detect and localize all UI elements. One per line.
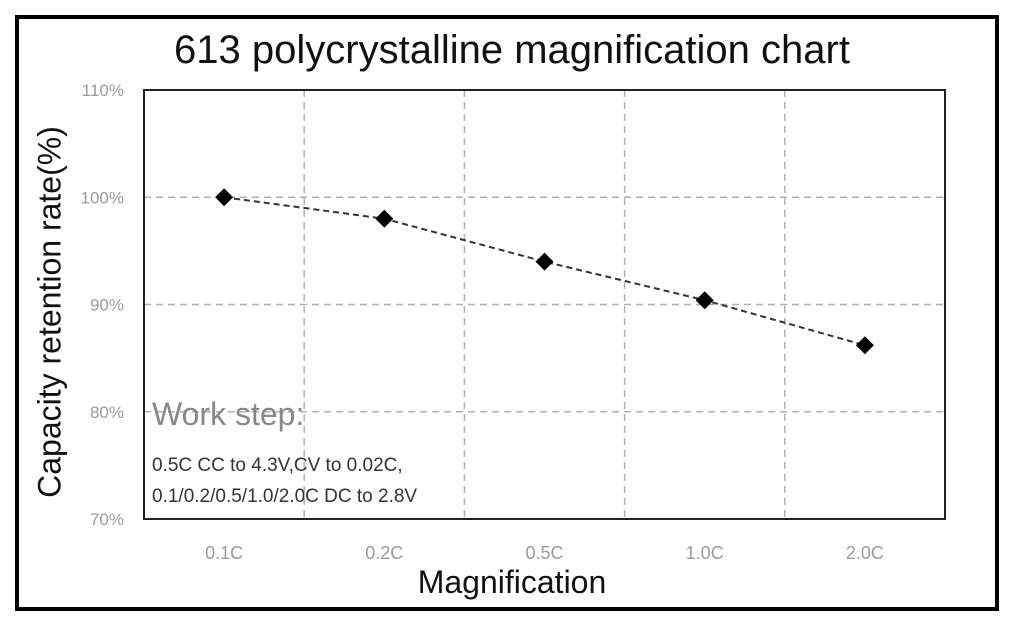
plot-border xyxy=(143,89,946,520)
y-tick-label: 90% xyxy=(90,296,124,315)
x-tick-label: 2.0C xyxy=(846,543,884,563)
data-point xyxy=(375,209,394,228)
x-tick-label: 0.2C xyxy=(365,543,403,563)
series-line xyxy=(223,196,866,347)
data-point xyxy=(535,252,554,271)
x-tick-label: 0.1C xyxy=(205,543,243,563)
annotation-heading: Work step: xyxy=(152,396,305,432)
data-point xyxy=(855,336,874,355)
data-point xyxy=(215,188,234,207)
annotation-line: 0.1/0.2/0.5/1.0/2.0C DC to 2.8V xyxy=(152,486,418,507)
y-tick-label: 100% xyxy=(81,188,124,207)
x-tick-label: 0.5C xyxy=(525,543,563,563)
chart-title: 613 polycrystalline magnification chart xyxy=(174,28,850,72)
annotation-line: 0.5C CC to 4.3V,CV to 0.02C, xyxy=(152,455,403,476)
x-axis-label: Magnification xyxy=(417,564,607,600)
y-axis-label: Capacity retention rate(%) xyxy=(31,126,68,498)
y-tick-label: 80% xyxy=(90,403,124,422)
y-tick-label: 70% xyxy=(90,510,124,529)
x-tick-label: 1.0C xyxy=(686,543,724,563)
chart-frame xyxy=(15,15,999,611)
y-tick-label: 110% xyxy=(82,81,124,100)
data-point xyxy=(695,291,714,310)
